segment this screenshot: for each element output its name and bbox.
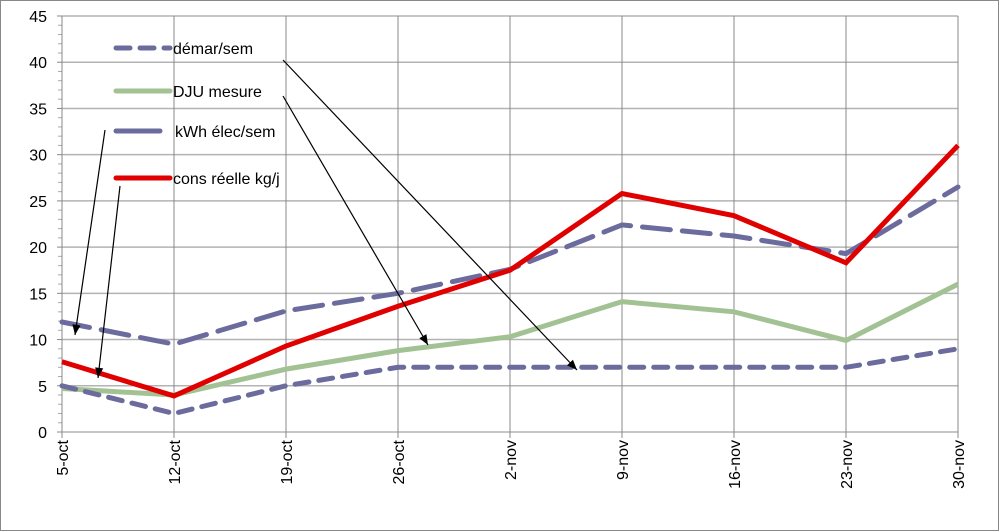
arrowhead (72, 324, 81, 335)
y-tick-label: 20 (29, 240, 47, 257)
y-tick-label: 30 (29, 148, 47, 165)
legend-label: kWh élec/sem (175, 124, 275, 141)
y-tick-label: 25 (29, 194, 47, 211)
y-tick-label: 5 (38, 379, 47, 396)
annotation-arrow (74, 129, 106, 336)
x-tick-label: 16-nov (727, 440, 744, 489)
annotation-arrows (72, 59, 578, 379)
x-tick-label: 9-nov (615, 440, 632, 480)
y-tick-label: 10 (29, 333, 47, 350)
y-tick-label: 15 (29, 286, 47, 303)
annotation-arrow (282, 95, 429, 346)
x-tick-label: 30-nov (951, 440, 968, 489)
x-tick-label: 19-oct (279, 439, 296, 484)
arrowhead (419, 334, 428, 345)
x-tick-label: 2-nov (503, 440, 520, 480)
y-tick-label: 35 (29, 101, 47, 118)
x-tick-label: 23-nov (839, 440, 856, 489)
legend-item: cons réelle kg/j (113, 171, 280, 188)
legend-label: démar/sem (173, 41, 253, 58)
arrowhead (95, 367, 104, 378)
x-tick-label: 26-oct (391, 439, 408, 484)
y-tick-label: 40 (29, 55, 47, 72)
x-tick-label: 5-oct (55, 439, 72, 475)
annotation-arrow (282, 59, 578, 371)
legend-item: DJU mesure (113, 84, 262, 101)
legend-label: cons réelle kg/j (173, 171, 280, 188)
y-tick-label: 45 (29, 9, 47, 26)
legend-label: DJU mesure (173, 84, 262, 101)
x-tick-label: 12-oct (167, 439, 184, 484)
arrowhead (567, 359, 577, 370)
annotation-arrow (97, 185, 121, 379)
legend-item: démar/sem (113, 41, 253, 58)
legend-item: kWh élec/sem (113, 124, 275, 141)
y-tick-label: 0 (38, 425, 47, 442)
